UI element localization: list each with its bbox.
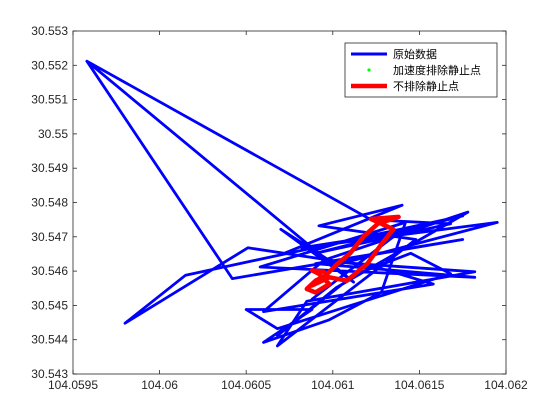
- y-tick-label: 30.553: [31, 24, 68, 38]
- legend-label-3: 不排除静止点: [393, 79, 459, 93]
- series-line-1: [85, 59, 499, 348]
- y-tick-label: 30.548: [31, 196, 68, 210]
- x-tick-label: 104.061: [311, 378, 355, 392]
- x-tick-label: 104.062: [484, 378, 528, 392]
- y-tick-label: 30.546: [31, 264, 68, 278]
- series-layer: [85, 59, 499, 348]
- y-tick-label: 30.549: [31, 161, 68, 175]
- y-tick-label: 30.544: [31, 333, 68, 347]
- series-line-3: [304, 214, 401, 295]
- x-tick-label: 104.0605: [221, 378, 271, 392]
- legend-label-2: 加速度排除静止点: [393, 63, 481, 77]
- y-tick-label: 30.551: [31, 93, 68, 107]
- x-tick-label: 104.0615: [394, 378, 444, 392]
- axes-layer: 104.0595 104.06 104.0605 104.061 104.0615 104…: [31, 24, 528, 392]
- y-tick-label: 30.552: [31, 58, 68, 72]
- x-tick-label: 104.06: [141, 378, 178, 392]
- y-tick-label: 30.547: [31, 230, 68, 244]
- x-tick-label: 104.0595: [48, 378, 98, 392]
- legend-label-1: 原始数据: [393, 47, 437, 61]
- legend-marker-2: [367, 68, 371, 72]
- y-tick-label: 30.543: [31, 367, 68, 381]
- y-tick-label: 30.545: [31, 298, 68, 312]
- y-tick-label: 30.55: [38, 127, 68, 141]
